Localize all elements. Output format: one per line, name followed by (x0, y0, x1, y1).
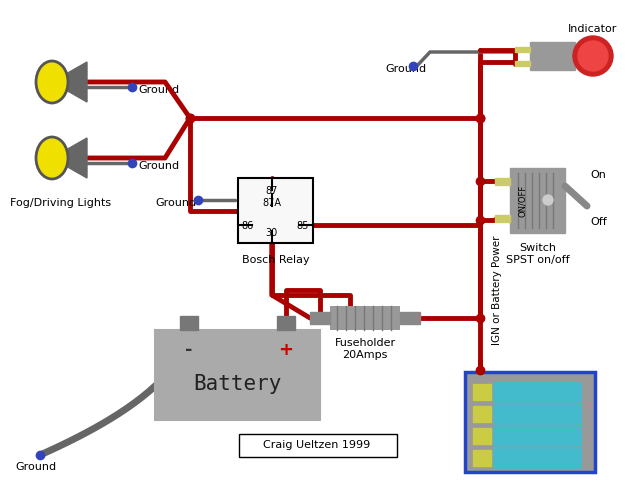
Text: On: On (590, 170, 606, 180)
Text: 87A: 87A (262, 198, 281, 208)
Text: Fuseholder
20Amps: Fuseholder 20Amps (335, 338, 396, 360)
Bar (493, 426, 581, 446)
Text: Bosch Relay: Bosch Relay (242, 255, 309, 265)
Bar (530, 42, 575, 70)
Bar (277, 316, 295, 330)
Bar (155, 330, 320, 420)
Text: 87: 87 (266, 186, 278, 196)
Bar (495, 215, 510, 222)
Circle shape (578, 41, 608, 71)
Bar (473, 450, 491, 466)
Circle shape (573, 36, 613, 76)
Polygon shape (52, 62, 87, 102)
Text: Craig Ueltzen 1999: Craig Ueltzen 1999 (264, 440, 371, 450)
Bar (495, 178, 510, 185)
Bar (493, 448, 581, 468)
Text: ON/OFF: ON/OFF (518, 184, 527, 216)
Text: Ground: Ground (155, 198, 196, 208)
Bar (515, 61, 530, 66)
Text: Ground: Ground (15, 462, 56, 472)
Text: +: + (278, 341, 294, 359)
Bar (465, 372, 595, 472)
Ellipse shape (37, 138, 67, 178)
Bar (493, 382, 581, 402)
Bar (510, 168, 565, 233)
Text: 86: 86 (242, 221, 254, 231)
Bar (330, 306, 400, 330)
Text: Ground: Ground (138, 161, 179, 171)
Text: IGN or Battery Power: IGN or Battery Power (492, 235, 502, 345)
Bar (310, 312, 330, 324)
Text: -: - (185, 341, 193, 359)
Bar (473, 428, 491, 444)
Text: 85: 85 (297, 221, 309, 231)
Bar (238, 178, 313, 243)
Bar (515, 47, 530, 52)
Bar (473, 384, 491, 400)
Text: Indicator: Indicator (568, 24, 618, 34)
Bar (180, 316, 198, 330)
Text: Fog/Driving Lights: Fog/Driving Lights (10, 198, 111, 208)
Bar (493, 404, 581, 424)
Text: Ground: Ground (138, 85, 179, 95)
Text: Switch
SPST on/off: Switch SPST on/off (506, 243, 570, 264)
Bar (473, 406, 491, 422)
Ellipse shape (37, 62, 67, 102)
Text: 30: 30 (266, 228, 278, 238)
Polygon shape (52, 138, 87, 178)
Text: Battery: Battery (193, 374, 282, 394)
Text: Off: Off (590, 217, 607, 227)
FancyBboxPatch shape (239, 433, 397, 456)
Circle shape (543, 195, 553, 205)
Bar (400, 312, 420, 324)
Text: Ground: Ground (385, 64, 426, 74)
